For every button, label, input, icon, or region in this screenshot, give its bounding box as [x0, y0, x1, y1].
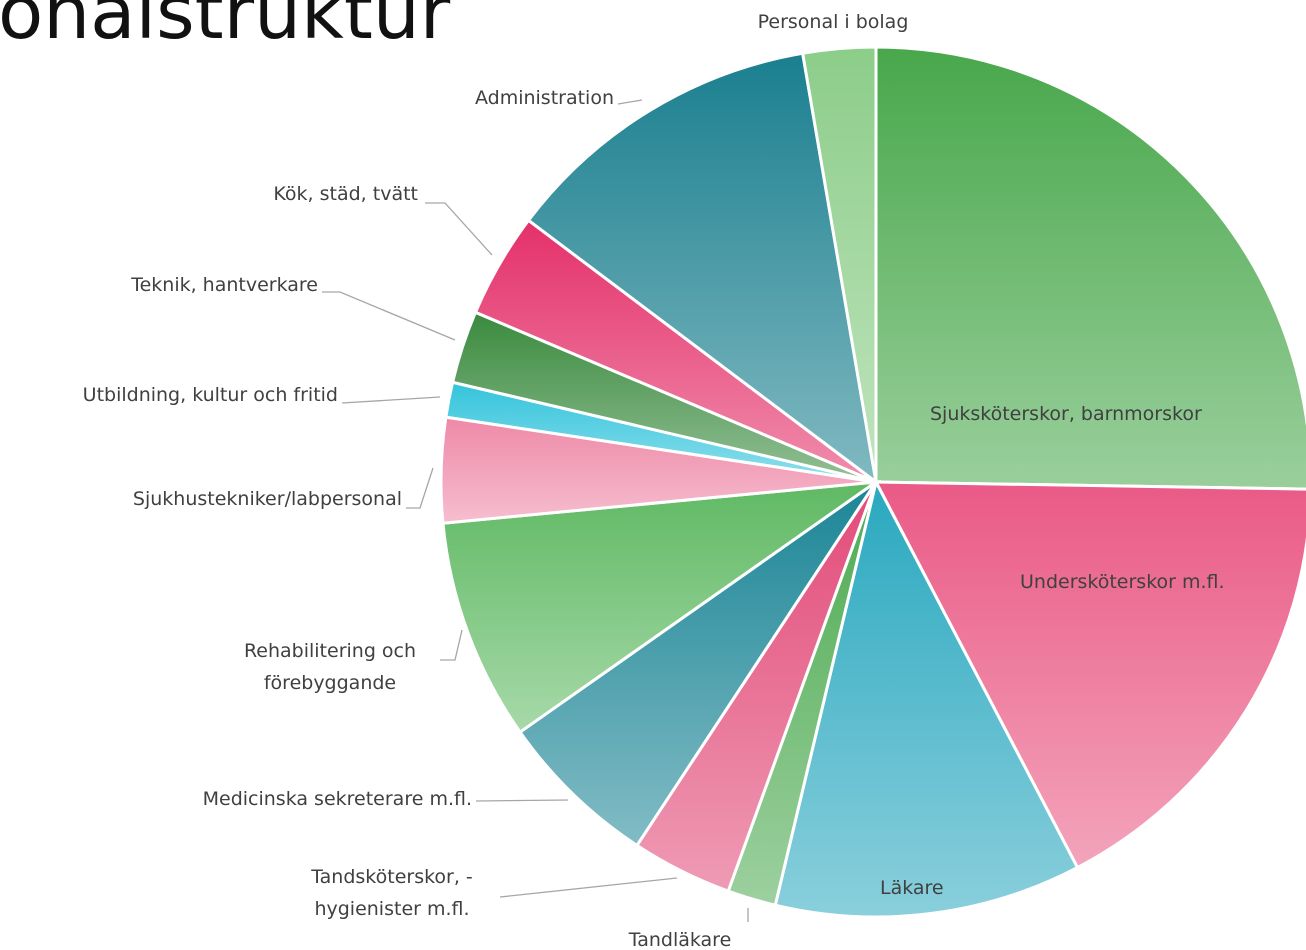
slice-label: Administration: [474, 87, 614, 109]
slice-label: Utbildning, kultur och fritid: [82, 384, 338, 406]
leader-line: [440, 629, 463, 661]
leader-line: [341, 396, 441, 404]
slice-label: Undersköterskor m.fl.: [1020, 571, 1225, 593]
pie-slice: [441, 479, 882, 735]
pie-slice: [517, 480, 878, 848]
slice-label: Medicinska sekreterare m.fl.: [202, 788, 472, 810]
leader-line: [499, 877, 678, 898]
slice-label: Tandsköterskor, - hygienister m.fl.: [311, 866, 473, 920]
slice-label: Tandläkare: [628, 929, 732, 950]
leader-line: [617, 99, 643, 105]
leader-line: [322, 291, 456, 341]
slice-label: Teknik, hantverkare: [131, 274, 318, 296]
leader-line: [425, 202, 493, 256]
leader-line: [406, 467, 434, 509]
pie-slice: [800, 45, 878, 483]
chart-title: onalstruktur: [0, 0, 451, 56]
pie-slice: [526, 51, 879, 486]
slice-label: Läkare: [880, 877, 944, 899]
slice-label: Kök, städ, tvätt: [273, 183, 418, 205]
pie-slice: [873, 480, 1306, 870]
slice-label: Rehabilitering och förebyggande: [243, 640, 417, 694]
pie-slice: [874, 45, 1306, 491]
slice-label: Personal i bolag: [757, 11, 909, 33]
slice-label: Sjukhustekniker/labpersonal: [132, 488, 402, 510]
leader-line: [475, 799, 569, 802]
slice-label: Sjuksköterskor, barnmorskor: [930, 403, 1202, 425]
